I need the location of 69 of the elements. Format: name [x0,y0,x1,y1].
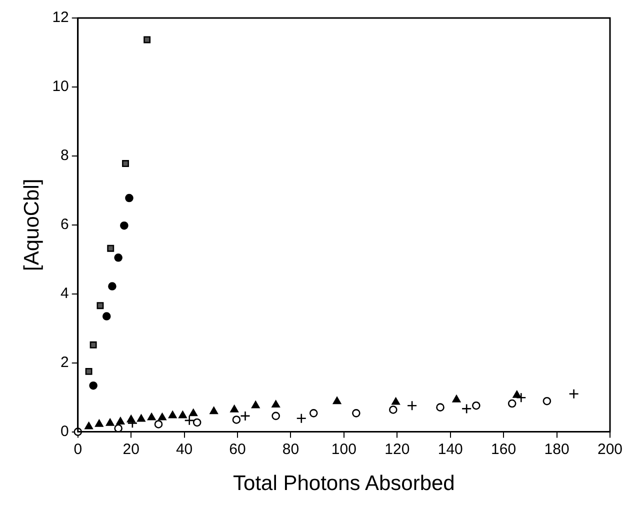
y-tick-label: 0 [60,422,69,440]
point [96,302,104,310]
point [472,401,480,410]
point [84,422,93,430]
x-tick-label: 200 [597,440,623,458]
point [542,396,552,406]
x-tick-label: 160 [491,440,516,458]
x-tick-label: 0 [74,440,82,458]
y-tick-label: 4 [60,285,69,302]
x-tick-label: 120 [384,440,410,458]
point [512,390,521,398]
point [232,416,241,424]
point [461,404,472,414]
point [168,410,177,418]
point [120,221,128,230]
x-tick-label: 100 [331,440,356,458]
point [184,415,195,426]
x-tick-label: 20 [122,440,140,458]
y-tick-label: 8 [60,147,69,164]
point [392,397,400,405]
x-tick-label: 40 [176,440,193,458]
point [106,418,114,426]
y-tick-label: 10 [52,78,69,96]
point [102,312,111,320]
point [85,368,92,375]
point [508,399,516,408]
point [147,413,156,420]
point [210,406,218,414]
point [144,36,151,44]
point [114,254,122,262]
point [389,406,398,414]
point [89,381,98,390]
point [107,244,114,252]
point [240,410,250,422]
point [436,403,444,412]
point [296,413,307,424]
point [122,160,129,167]
point [90,341,97,348]
x-tick-label: 60 [229,440,246,458]
point [251,400,260,408]
point [230,405,238,412]
y-axis-title: [AquoCbl] [20,178,44,272]
point [158,413,166,420]
y-tick-label: 2 [60,354,69,371]
point [272,412,280,420]
point [178,410,187,418]
point [126,415,136,422]
y-tick-label: 6 [60,216,69,234]
point [309,409,318,418]
point [95,420,104,427]
y-tick-label: 12 [52,9,69,26]
point [568,388,579,400]
point [406,400,418,411]
point [137,414,146,422]
point [154,420,163,428]
point [192,418,202,427]
x-tick-label: 180 [544,440,570,458]
point [125,194,134,202]
point [108,282,116,290]
point [352,409,360,418]
point [116,417,125,424]
point [272,400,280,408]
point [452,395,461,402]
x-axis-title: Total Photons Absorbed [233,472,455,496]
point [516,392,526,403]
x-tick-label: 80 [282,440,300,458]
point [332,396,342,404]
point [189,408,198,416]
x-tick-label: 140 [438,440,463,458]
